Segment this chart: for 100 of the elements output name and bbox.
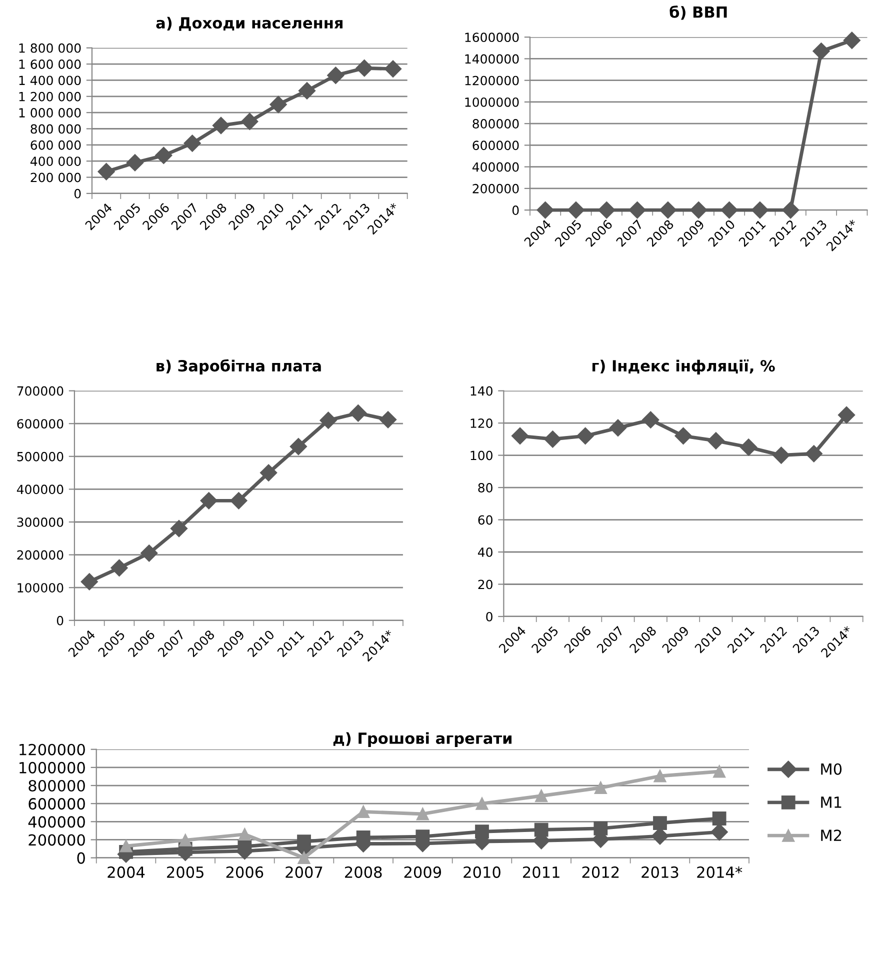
y-tick-label: 1200000 bbox=[465, 76, 519, 86]
y-tick-label: 600000 bbox=[17, 419, 64, 429]
point bbox=[155, 146, 172, 164]
y-tick-label: 300000 bbox=[17, 517, 64, 527]
point bbox=[356, 60, 373, 77]
x-tick-label: 2010 bbox=[464, 866, 500, 878]
y-tick-label: 0 bbox=[56, 616, 64, 626]
x-tick-label: 2013 bbox=[642, 866, 678, 878]
y-tick-label: 60 bbox=[478, 515, 492, 525]
point bbox=[476, 797, 488, 810]
point bbox=[544, 430, 562, 448]
y-tick-label: 200000 bbox=[28, 834, 85, 846]
point bbox=[805, 445, 822, 462]
point bbox=[576, 427, 594, 444]
x-tick-label: 2009 bbox=[404, 866, 442, 878]
y-tick-label: 1 000 000 bbox=[19, 108, 81, 118]
point bbox=[772, 446, 790, 464]
y-tick-label: 100 bbox=[470, 450, 492, 460]
point bbox=[184, 134, 201, 152]
y-tick-label: 800000 bbox=[28, 780, 85, 792]
x-tick-label: 2004 bbox=[108, 866, 145, 878]
point bbox=[238, 828, 251, 841]
point bbox=[838, 406, 856, 424]
point bbox=[230, 492, 248, 510]
x-tick-label: 2014* bbox=[697, 866, 742, 878]
point bbox=[179, 834, 192, 846]
point bbox=[241, 112, 258, 130]
y-tick-label: 0 bbox=[74, 188, 81, 198]
point bbox=[751, 202, 768, 219]
y-tick-label: 200 000 bbox=[30, 172, 81, 182]
y-tick-label: 200000 bbox=[472, 184, 519, 194]
x-tick-label: 2008 bbox=[345, 866, 382, 878]
point bbox=[536, 202, 554, 219]
y-tick-label: 1000000 bbox=[20, 762, 85, 774]
point bbox=[384, 60, 402, 78]
y-tick-label: 40 bbox=[478, 547, 492, 557]
y-tick-label: 600 000 bbox=[30, 140, 81, 150]
point bbox=[598, 202, 616, 219]
y-tick-label: 800 000 bbox=[30, 124, 81, 134]
y-tick-label: 400000 bbox=[16, 484, 64, 494]
point bbox=[80, 573, 98, 590]
point bbox=[740, 438, 758, 456]
point bbox=[320, 412, 337, 429]
x-tick-label: 2007 bbox=[286, 866, 322, 878]
point bbox=[843, 32, 860, 49]
y-tick-label: 0 bbox=[486, 612, 492, 622]
y-tick-label: 1000000 bbox=[465, 97, 519, 107]
point bbox=[357, 805, 370, 818]
x-tick-label: 2011 bbox=[523, 866, 560, 878]
point bbox=[290, 438, 307, 456]
point bbox=[475, 824, 489, 839]
point bbox=[110, 559, 128, 576]
y-tick-label: 80 bbox=[478, 482, 492, 492]
point bbox=[327, 66, 344, 84]
point bbox=[140, 544, 158, 562]
point bbox=[170, 520, 188, 538]
point bbox=[238, 840, 252, 854]
y-tick-label: 800000 bbox=[472, 119, 519, 129]
point bbox=[609, 419, 627, 436]
y-tick-label: 100000 bbox=[18, 583, 64, 593]
point bbox=[350, 404, 367, 422]
legend-label: M2 bbox=[821, 830, 842, 841]
y-tick-label: 0 bbox=[512, 206, 519, 215]
point bbox=[594, 821, 608, 836]
point bbox=[120, 840, 132, 852]
x-tick-label: 2012 bbox=[582, 866, 619, 878]
point bbox=[379, 411, 397, 428]
point bbox=[659, 202, 676, 219]
chart-title: б) ВВП bbox=[670, 6, 727, 20]
point bbox=[416, 830, 430, 844]
point bbox=[200, 492, 218, 510]
point bbox=[212, 116, 230, 134]
y-tick-label: 20 bbox=[478, 580, 492, 590]
point bbox=[594, 782, 607, 794]
y-tick-label: 400000 bbox=[472, 162, 519, 172]
y-tick-label: 400 000 bbox=[30, 156, 81, 166]
point bbox=[298, 852, 310, 864]
x-tick-label: 2006 bbox=[226, 866, 264, 878]
point bbox=[654, 770, 666, 782]
point bbox=[720, 202, 738, 219]
point bbox=[812, 42, 830, 60]
chart-title: а) Доходи населення bbox=[156, 16, 342, 31]
y-tick-label: 140 bbox=[470, 386, 492, 396]
point bbox=[511, 427, 529, 444]
y-tick-label: 1600000 bbox=[465, 32, 519, 42]
legend-label: M0 bbox=[821, 763, 842, 775]
chart-title: д) Грошові агрегати bbox=[333, 732, 512, 747]
point bbox=[653, 816, 667, 830]
point bbox=[674, 427, 692, 444]
y-tick-label: 1 600 000 bbox=[19, 60, 81, 69]
point bbox=[416, 808, 429, 820]
y-tick-label: 500000 bbox=[17, 452, 64, 462]
point bbox=[710, 824, 728, 841]
point bbox=[690, 202, 708, 219]
y-tick-label: 400000 bbox=[28, 816, 85, 828]
y-tick-label: 120 bbox=[470, 418, 492, 428]
point bbox=[535, 790, 548, 802]
y-tick-label: 1 800 000 bbox=[19, 43, 81, 53]
y-tick-label: 1200000 bbox=[20, 744, 85, 756]
point bbox=[270, 96, 287, 114]
